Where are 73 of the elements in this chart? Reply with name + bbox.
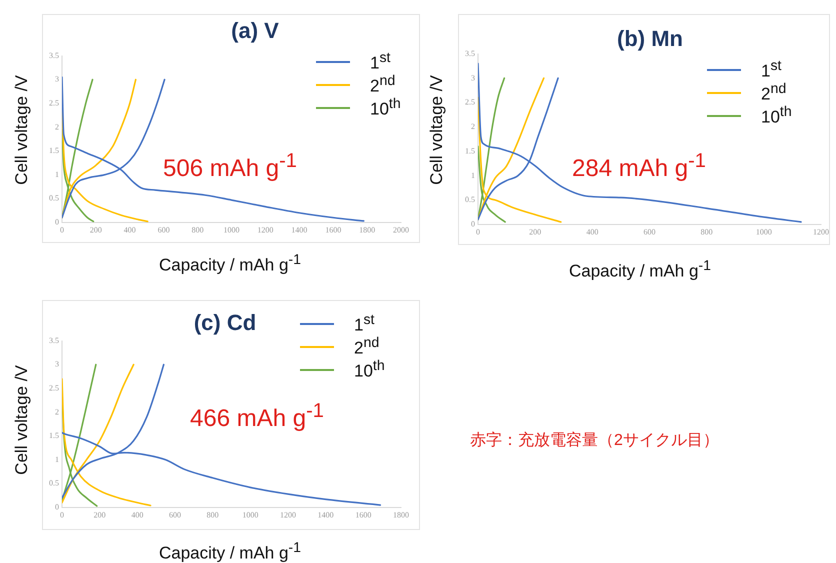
y-tick-label: 3: [55, 74, 59, 84]
x-tick-label: 600: [644, 227, 656, 236]
y-tick-label: 2: [55, 407, 59, 416]
x-axis-title: Capacity / mAh g$^{-1}$: [158, 252, 302, 276]
y-tick-label: 1: [471, 170, 475, 180]
line-series: [478, 62, 802, 223]
x-tick-label: 1000: [756, 227, 772, 236]
legend-label: 10$^{th}$: [370, 96, 401, 120]
x-tick-label: 800: [700, 227, 713, 236]
x-axis-title: Capacity / mAh g$^{-1}$: [568, 258, 712, 282]
x-tick-label: 1800: [393, 510, 409, 520]
y-tick-label: 1.5: [465, 146, 475, 156]
y-axis-title: Cell voltage /V: [12, 75, 32, 185]
y-tick-label: 0: [55, 502, 59, 512]
x-tick-label: 600: [169, 510, 181, 520]
x-tick-label: 800: [206, 510, 219, 520]
x-tick-label: 1000: [242, 510, 258, 520]
line-series: [62, 76, 365, 222]
x-tick-label: 200: [529, 227, 542, 236]
x-tick-label: 1400: [318, 510, 334, 520]
y-tick-label: 1.5: [49, 146, 59, 156]
y-tick-label: 3.5: [49, 50, 59, 60]
legend-label: 1$^{st}$: [354, 312, 374, 336]
y-tick-label: 2: [471, 122, 475, 132]
text: 赤字：充放電容量（2サイクル目）: [470, 430, 719, 451]
x-tick-label: 800: [192, 225, 204, 234]
y-tick-label: 3.5: [49, 336, 59, 345]
x-tick-label: 1000: [224, 225, 240, 234]
y-tick-label: 3.5: [465, 48, 475, 58]
y-tick-label: 2: [55, 122, 59, 132]
y-tick-label: 2.5: [49, 98, 59, 108]
y-tick-label: 2.5: [465, 98, 475, 107]
chart-title: (a) V: [231, 18, 279, 44]
x-tick-label: 1400: [291, 225, 308, 234]
x-tick-label: 200: [94, 510, 106, 520]
y-axis-title: Cell voltage /V: [427, 75, 447, 185]
x-tick-label: 2000: [393, 225, 409, 234]
x-tick-label: 1200: [257, 225, 274, 234]
y-tick-label: 2.5: [49, 383, 59, 392]
annotation: 506 mAh g$^{-1}$: [163, 150, 297, 183]
legend-label: 10$^{th}$: [354, 358, 385, 382]
chart-title: (b) Mn: [617, 26, 683, 52]
x-tick-label: 1800: [359, 225, 376, 234]
x-tick-label: 1200: [813, 227, 829, 236]
legend-label: 1$^{st}$: [370, 50, 390, 74]
legend-label: 2$^{nd}$: [354, 334, 380, 358]
y-tick-label: 1: [55, 454, 59, 464]
y-tick-label: 0.5: [49, 194, 59, 203]
y-tick-label: 1: [55, 170, 59, 179]
y-tick-label: 1.5: [49, 431, 59, 440]
legend-label: 10$^{th}$: [761, 104, 792, 128]
legend-label: 2$^{nd}$: [370, 72, 396, 96]
legend-label: 2$^{nd}$: [761, 80, 786, 104]
x-axis-title: Capacity / mAh g$^{-1}$: [158, 540, 302, 563]
y-tick-label: 0.5: [465, 195, 475, 204]
y-axis-title: Cell voltage /V: [12, 365, 32, 475]
annotation: 284 mAh g$^{-1}$: [572, 150, 706, 183]
y-tick-label: 0.5: [49, 478, 59, 488]
x-tick-label: 600: [158, 225, 170, 234]
x-tick-label: 400: [124, 225, 136, 234]
x-tick-label: 1200: [280, 510, 296, 520]
x-tick-label: 1600: [355, 510, 372, 520]
x-tick-label: 1600: [325, 225, 342, 234]
y-tick-label: 3: [55, 360, 59, 369]
y-tick-label: 0: [471, 219, 475, 228]
chart-title: (c) Cd: [194, 310, 256, 336]
annotation: 466 mAh g$^{-1}$: [190, 400, 324, 433]
y-tick-label: 0: [55, 217, 59, 226]
x-tick-label: 400: [131, 510, 144, 520]
x-tick-label: 400: [586, 227, 598, 236]
y-tick-label: 3: [471, 73, 475, 82]
legend-label: 1$^{st}$: [761, 58, 782, 82]
x-tick-label: 200: [90, 225, 102, 234]
